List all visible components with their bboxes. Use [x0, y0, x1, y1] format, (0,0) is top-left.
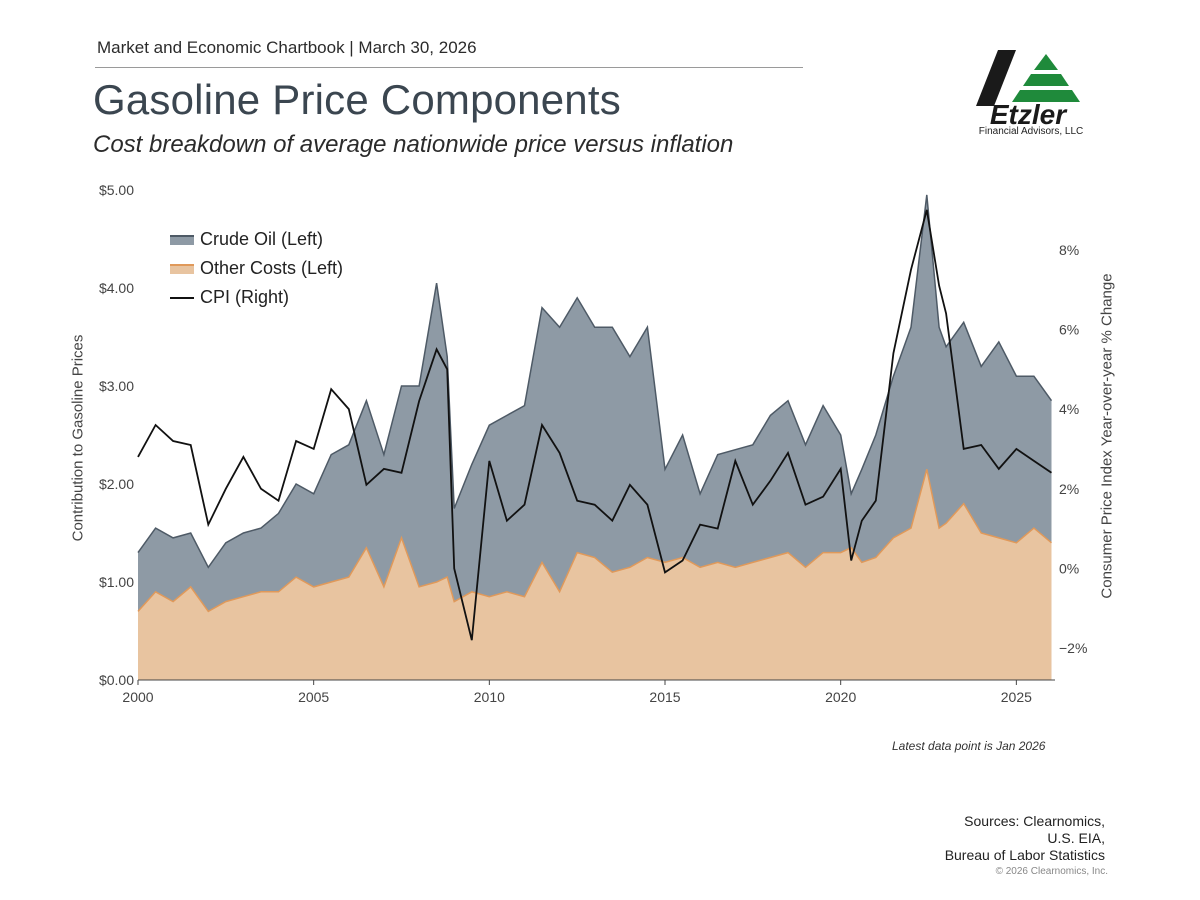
- etzler-logo: Etzler Financial Advisors, LLC: [968, 48, 1090, 140]
- y-right-tick-label: 2%: [1059, 481, 1079, 497]
- x-tick-label: 2010: [474, 689, 505, 705]
- y-right-tick-label: 4%: [1059, 401, 1079, 417]
- x-tick-label: 2005: [298, 689, 329, 705]
- legend-item-crude-oil: Crude Oil (Left): [170, 225, 343, 254]
- copyright: © 2026 Clearnomics, Inc.: [995, 866, 1108, 877]
- x-tick-label: 2020: [825, 689, 856, 705]
- page-title: Gasoline Price Components: [93, 76, 621, 123]
- cpi-line: [137, 209, 1053, 641]
- legend-swatch-crude-oil: [170, 234, 194, 245]
- source-line: Bureau of Labor Statistics: [944, 847, 1105, 863]
- y-axis-right-label: Consumer Price Index Year-over-year % Ch…: [1098, 273, 1116, 599]
- sources-note: Sources: Clearnomics, U.S. EIA, Bureau o…: [945, 813, 1105, 864]
- source-line: Sources: Clearnomics,: [964, 813, 1105, 829]
- y-right-tick-label: 8%: [1059, 242, 1079, 258]
- x-tick-label: 2000: [122, 689, 153, 705]
- legend-label-other-costs: Other Costs (Left): [200, 258, 344, 278]
- y-right-tick-label: 6%: [1059, 321, 1079, 337]
- y-left-tick-label: $0.00: [99, 672, 134, 688]
- chartbook-header: Market and Economic Chartbook | March 30…: [97, 38, 477, 57]
- y-right-tick-label: −2%: [1059, 640, 1087, 656]
- other-costs-edge: [137, 469, 1052, 613]
- legend-item-other-costs: Other Costs (Left): [170, 254, 343, 283]
- page-subtitle: Cost breakdown of average nationwide pri…: [93, 131, 734, 158]
- logo-wordmark: Etzler: [990, 99, 1068, 128]
- legend-swatch-cpi: [170, 296, 194, 299]
- y-right-tick-label: 0%: [1059, 560, 1079, 576]
- chart-legend: Crude Oil (Left) Other Costs (Left) CPI …: [170, 225, 343, 312]
- y-left-tick-label: $1.00: [99, 574, 134, 590]
- y-left-tick-label: $2.00: [99, 476, 134, 492]
- x-tick-label: 2025: [1001, 689, 1032, 705]
- latest-data-note: Latest data point is Jan 2026: [892, 739, 1046, 753]
- y-axis-left-label: Contribution to Gasoline Prices: [69, 334, 87, 542]
- legend-label-crude-oil: Crude Oil (Left): [200, 229, 324, 249]
- other-costs-area: [138, 469, 1052, 680]
- legend-swatch-other-costs: [170, 263, 194, 274]
- header-divider: [95, 67, 803, 68]
- legend-item-cpi: CPI (Right): [170, 283, 343, 312]
- y-left-tick-label: $5.00: [99, 182, 134, 198]
- logo-tagline: Financial Advisors, LLC: [978, 126, 1084, 137]
- y-left-tick-label: $4.00: [99, 280, 134, 296]
- legend-label-cpi: CPI (Right): [200, 287, 290, 307]
- source-line: U.S. EIA,: [1047, 830, 1105, 846]
- y-left-tick-label: $3.00: [99, 378, 134, 394]
- crude-oil-edge: [137, 194, 1053, 569]
- x-tick-label: 2015: [649, 689, 680, 705]
- logo-mark-icon: Etzler: [976, 50, 1080, 130]
